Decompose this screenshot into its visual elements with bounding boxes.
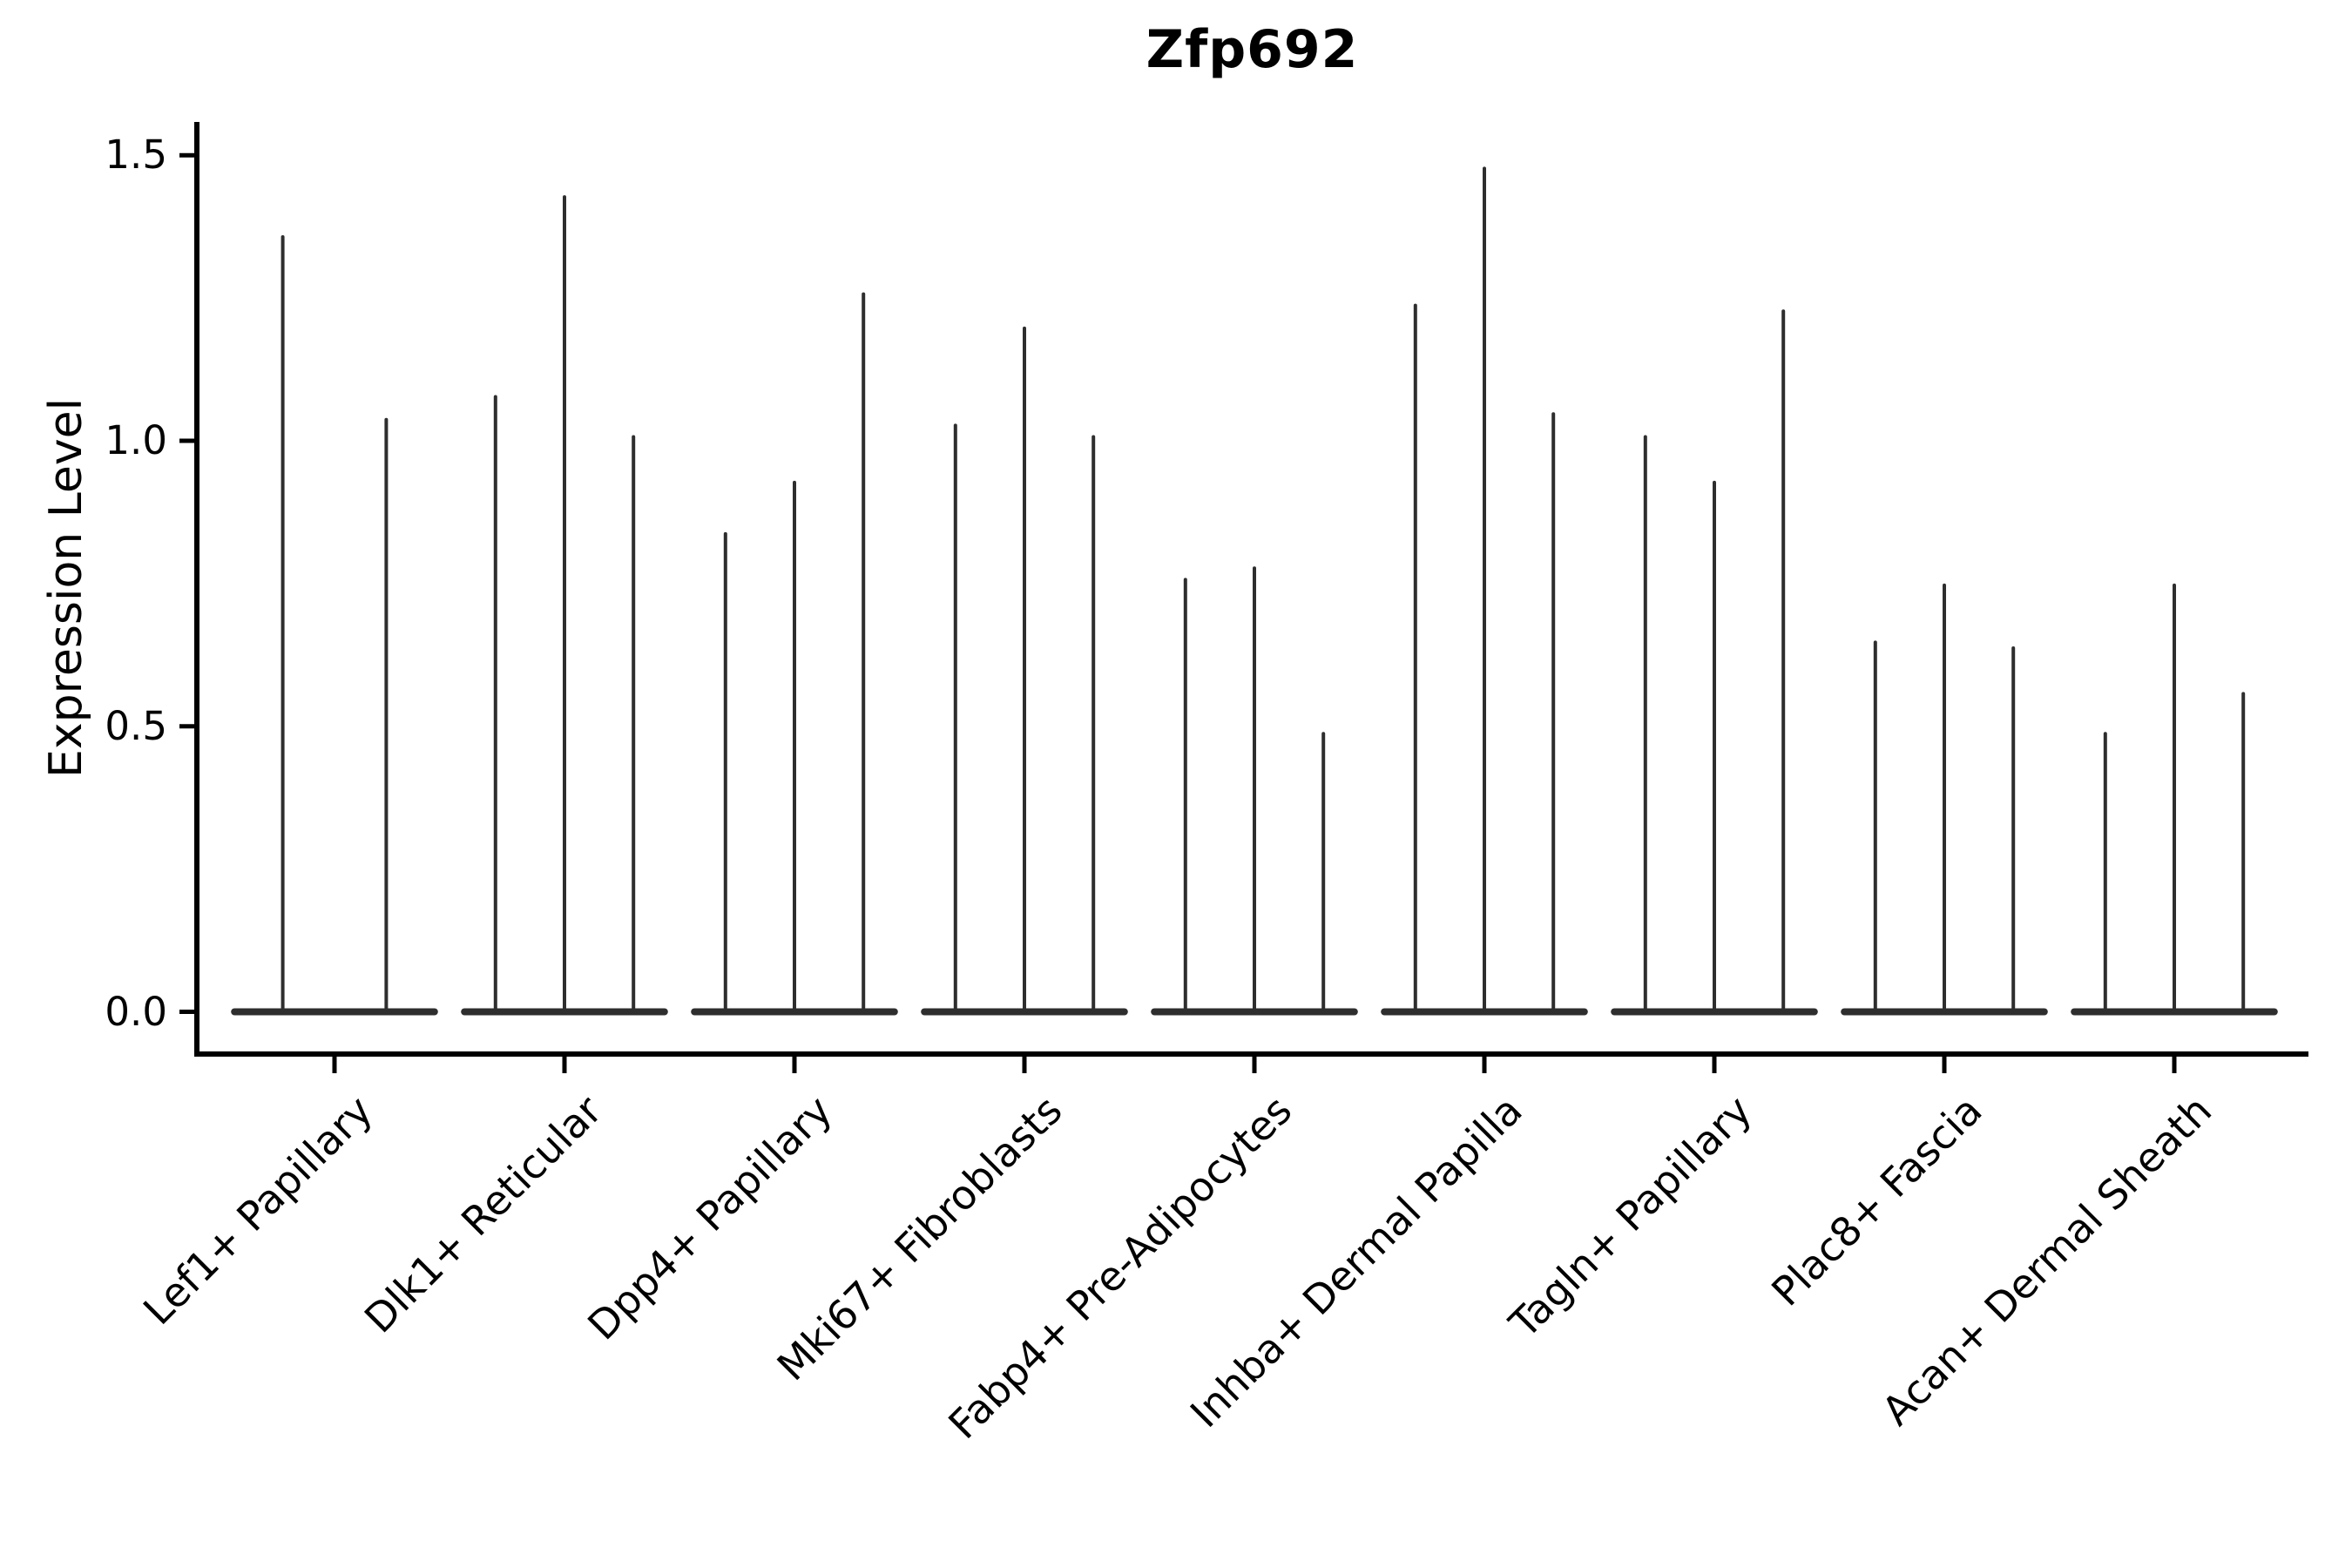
violin-spike: [1483, 166, 1486, 1012]
violin-spike: [1873, 640, 1877, 1012]
violin-spike: [493, 395, 497, 1012]
violin-spike: [1183, 578, 1187, 1012]
y-tick-label: 1.0: [105, 417, 167, 463]
violin-spike: [953, 423, 957, 1012]
violin-spike: [632, 435, 636, 1012]
violin-spike: [862, 292, 866, 1012]
violin-spike: [1943, 583, 1946, 1012]
violin-spike: [723, 531, 727, 1012]
violin-spike: [2241, 692, 2246, 1012]
violin-spike: [1551, 412, 1556, 1012]
chart-title: Zfp692: [1146, 19, 1359, 80]
violin-spike: [563, 195, 566, 1012]
y-tick-label: 0.5: [105, 702, 167, 749]
violin-spike: [1092, 435, 1096, 1012]
violin-spike: [1643, 435, 1647, 1012]
y-tick-label: 1.5: [105, 132, 167, 179]
violin-spike: [793, 480, 796, 1012]
violin-spike: [1713, 480, 1716, 1012]
violin-spike: [384, 417, 389, 1012]
violin-spike: [2173, 583, 2176, 1012]
violin-spike: [1781, 309, 1786, 1012]
y-tick-label: 0.0: [105, 988, 167, 1035]
violin-spike: [1321, 732, 1326, 1012]
violin-spike: [2011, 645, 2016, 1012]
violin-spike: [280, 235, 285, 1012]
violin-spike: [2103, 732, 2107, 1012]
violin-spike: [1023, 326, 1026, 1012]
violin-spike: [1413, 303, 1417, 1012]
violin-base: [231, 1008, 438, 1016]
violin-spike: [1253, 566, 1256, 1012]
